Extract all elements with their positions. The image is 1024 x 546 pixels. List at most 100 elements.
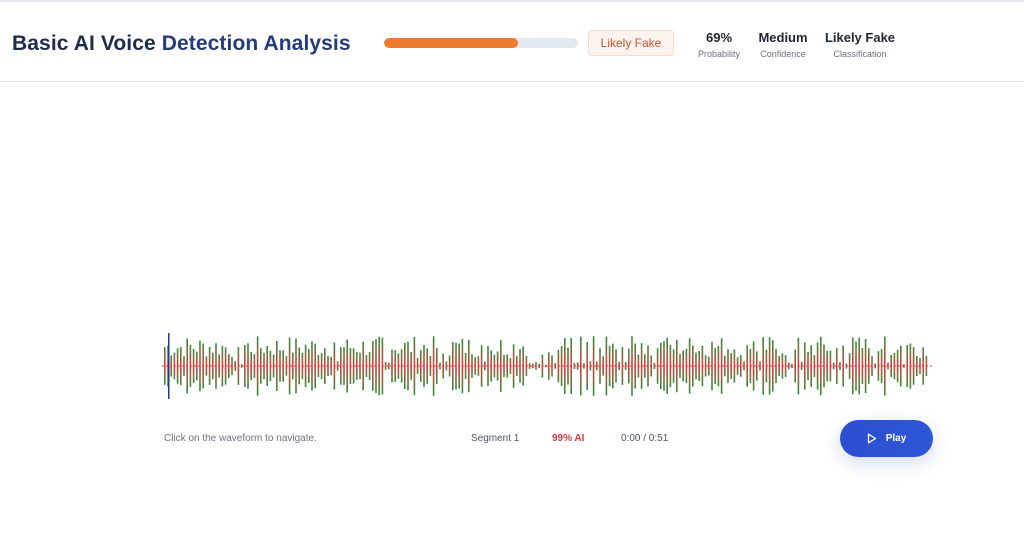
waveform-bar bbox=[634, 343, 636, 389]
waveform-bar bbox=[804, 342, 806, 390]
waveform-bar bbox=[608, 345, 611, 387]
stat-classification-label: Classification bbox=[833, 49, 887, 59]
waveform-bar bbox=[266, 346, 268, 387]
waveform-bar bbox=[394, 350, 396, 382]
waveform-bar bbox=[916, 356, 918, 377]
waveform-bar bbox=[327, 356, 329, 376]
waveform-bar bbox=[436, 348, 438, 385]
waveform-bar bbox=[832, 362, 835, 370]
waveform-bar bbox=[624, 362, 627, 370]
waveform-bar bbox=[788, 362, 790, 370]
waveform-bar bbox=[189, 345, 192, 387]
waveform-bar bbox=[576, 362, 579, 370]
waveform-bar bbox=[471, 354, 473, 378]
waveform-bar bbox=[381, 337, 384, 395]
waveform-bar bbox=[340, 347, 342, 385]
waveform-bar bbox=[823, 344, 825, 388]
waveform-bar bbox=[730, 353, 732, 379]
stat-confidence-value: Medium bbox=[758, 30, 808, 45]
waveform-bar bbox=[880, 349, 883, 384]
waveform-bar bbox=[378, 336, 380, 396]
waveform-bar bbox=[256, 336, 259, 396]
waveform-bar bbox=[628, 348, 630, 384]
waveform-bar bbox=[820, 336, 822, 396]
waveform-bar bbox=[810, 345, 812, 387]
waveform-bar bbox=[605, 336, 608, 396]
waveform-bar bbox=[368, 352, 371, 380]
probability-bar bbox=[384, 38, 578, 48]
waveform-bar bbox=[890, 354, 892, 377]
waveform-bar bbox=[407, 341, 409, 391]
waveform-bar bbox=[845, 363, 848, 369]
waveform-bar bbox=[301, 352, 304, 380]
waveform-bar bbox=[192, 349, 195, 384]
waveform-bar bbox=[420, 350, 422, 382]
waveform-bar bbox=[272, 354, 275, 378]
waveform-bar bbox=[800, 361, 803, 371]
waveform-bar bbox=[653, 362, 656, 369]
waveform-bar bbox=[298, 347, 300, 385]
top-border bbox=[0, 0, 1024, 2]
waveform-bar bbox=[183, 356, 185, 376]
waveform-bar bbox=[439, 362, 441, 370]
waveform-bar bbox=[650, 355, 652, 377]
playback-cursor[interactable] bbox=[168, 333, 170, 399]
stat-confidence: Medium Confidence bbox=[752, 30, 814, 59]
waveform-bar bbox=[672, 349, 675, 383]
waveform-bar bbox=[695, 352, 697, 380]
waveform-bar bbox=[516, 356, 518, 376]
waveform-bar bbox=[711, 341, 713, 391]
waveform-bar bbox=[762, 337, 764, 395]
waveform-bar bbox=[359, 352, 361, 380]
waveform-bar bbox=[244, 345, 246, 387]
waveform-bar bbox=[816, 342, 819, 390]
waveform-bar bbox=[512, 344, 515, 388]
waveform-bar bbox=[205, 356, 208, 376]
waveform-bar bbox=[592, 336, 595, 396]
waveform-bar bbox=[909, 343, 912, 389]
waveform-bar bbox=[250, 351, 252, 381]
waveform-bar bbox=[836, 348, 838, 384]
probability-bar-fill bbox=[384, 38, 518, 48]
waveform-bar bbox=[186, 338, 188, 394]
waveform-bar bbox=[464, 352, 467, 379]
waveform-bar bbox=[765, 349, 768, 383]
status-badge: Likely Fake bbox=[588, 30, 674, 56]
segment-label: Segment 1 bbox=[471, 433, 520, 444]
waveform-bar bbox=[861, 348, 864, 384]
waveform-bar bbox=[724, 355, 726, 377]
waveform-svg[interactable] bbox=[162, 333, 934, 399]
waveform-bar bbox=[221, 345, 224, 387]
waveform-bar bbox=[599, 348, 601, 384]
waveform-bar bbox=[237, 347, 240, 385]
waveform-bar bbox=[314, 343, 316, 389]
waveform-bar bbox=[864, 339, 867, 393]
waveform-bar bbox=[535, 362, 537, 370]
waveform-bar bbox=[906, 345, 908, 387]
waveform-bar bbox=[829, 350, 832, 382]
waveform-bar bbox=[199, 340, 201, 392]
waveform-bar bbox=[685, 348, 688, 384]
waveform-bar bbox=[544, 364, 547, 368]
waveform-bar bbox=[736, 357, 739, 375]
waveform-bar bbox=[525, 355, 528, 377]
play-button[interactable]: Play bbox=[840, 420, 933, 457]
waveform-bar bbox=[480, 345, 483, 387]
waveform-bar bbox=[893, 352, 896, 380]
waveform-bar bbox=[503, 355, 505, 377]
waveform-bar bbox=[791, 363, 793, 369]
waveform-bar bbox=[548, 352, 550, 380]
waveform-bar bbox=[285, 356, 288, 376]
waveform-bar bbox=[288, 337, 291, 395]
waveform-bar bbox=[704, 355, 707, 377]
waveform-bar bbox=[432, 336, 435, 396]
waveform-bar bbox=[794, 349, 796, 383]
waveform-bar bbox=[752, 341, 755, 391]
waveform-bar bbox=[733, 349, 736, 383]
waveform[interactable] bbox=[162, 333, 934, 399]
waveform-bar bbox=[468, 339, 470, 393]
waveform-bar bbox=[176, 348, 179, 384]
waveform-bar bbox=[295, 338, 297, 394]
waveform-bar bbox=[900, 345, 902, 387]
waveform-bar bbox=[768, 337, 771, 395]
